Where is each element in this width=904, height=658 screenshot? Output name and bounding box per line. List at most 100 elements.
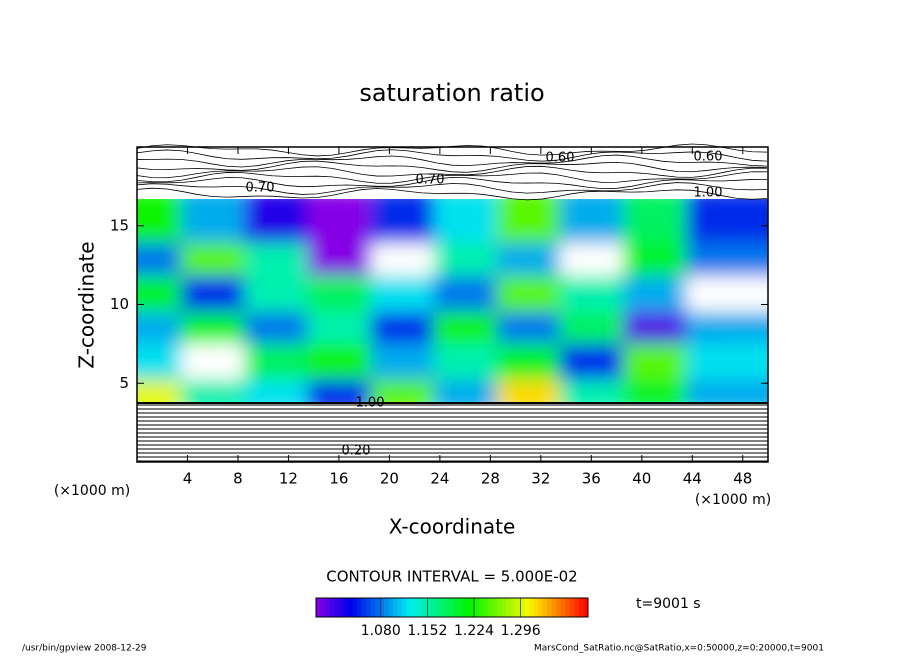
colorbar-swatch [533, 598, 539, 617]
contour-line [136, 149, 768, 162]
colorbar-swatch [316, 598, 322, 617]
colorbar-swatch [470, 598, 476, 617]
colorbar-frame [315, 597, 589, 618]
colorbar-swatch [547, 598, 553, 617]
field [137, 199, 768, 403]
colorbar-swatch [510, 598, 516, 617]
colorbar-swatch [433, 598, 439, 617]
contour-line [136, 187, 768, 201]
x-tick-label: 20 [380, 470, 399, 488]
x-tick-label: 8 [233, 470, 243, 488]
colorbar: 1.080 1.152 1.224 1.296 [315, 597, 589, 639]
colorbar-swatch [352, 598, 358, 617]
colorbar-swatch [520, 598, 526, 617]
colorbar-swatch [429, 598, 435, 617]
y-tick-label: 10 [110, 295, 129, 313]
colorbar-swatch [538, 598, 544, 617]
contour-line [136, 154, 768, 168]
colorbar-swatch [361, 598, 367, 617]
footer-right: MarsCond_SatRatio.nc@SatRatio,x=0:50000,… [534, 644, 824, 654]
colorbar-swatch [393, 598, 399, 617]
colorbar-swatch [406, 598, 412, 617]
contour-line [136, 182, 768, 195]
contour-line [136, 160, 768, 173]
time-label: t=9001 s [636, 596, 701, 612]
colorbar-swatch [397, 598, 403, 617]
contour-line [136, 176, 768, 189]
colorbar-swatch [338, 598, 344, 617]
contour-label: 1.00 [356, 396, 385, 411]
colorbar-swatch [565, 598, 571, 617]
colorbar-swatch [542, 598, 548, 617]
colorbar-swatch [343, 598, 349, 617]
colorbar-swatch [325, 598, 331, 617]
colorbar-swatch [438, 598, 444, 617]
colorbar-swatch [356, 598, 362, 617]
x-unit: (×1000 m) [695, 492, 771, 508]
y-axis-label: Z-coordinate [75, 241, 99, 368]
colorbar-swatch [347, 598, 353, 617]
colorbar-swatch [320, 598, 326, 617]
colorbar-swatch [411, 598, 417, 617]
colorbar-swatch [488, 598, 494, 617]
colorbar-swatch [415, 598, 421, 617]
x-tick-label: 44 [683, 470, 702, 488]
colorbar-swatch [370, 598, 376, 617]
colorbar-swatch [551, 598, 557, 617]
y-tick-label: 15 [110, 216, 129, 234]
x-tick-label: 28 [481, 470, 500, 488]
contour-label: 0.60 [694, 150, 723, 165]
colorbar-swatch [556, 598, 562, 617]
colorbar-swatch [465, 598, 471, 617]
colorbar-swatch [497, 598, 503, 617]
contour-line [136, 165, 768, 179]
colorbar-swatch [388, 598, 394, 617]
colorbar-swatch [578, 598, 584, 617]
x-tick-label: 36 [582, 470, 601, 488]
colorbar-swatch [447, 598, 453, 617]
colorbar-tick-label: 1.296 [501, 623, 541, 639]
colorbar-tick-label: 1.152 [407, 623, 447, 639]
colorbar-swatch [334, 598, 340, 617]
colorbar-swatch [529, 598, 535, 617]
footer-left: /usr/bin/gpview 2008-12-29 [22, 644, 147, 654]
colorbar-swatch [524, 598, 530, 617]
colorbar-swatch [456, 598, 462, 617]
colorbar-swatch [560, 598, 566, 617]
x-tick-label: 48 [733, 470, 752, 488]
contour-line [136, 171, 768, 184]
colorbar-swatch [506, 598, 512, 617]
contour-label: 0.70 [246, 181, 275, 196]
colorbar-swatch [474, 598, 480, 617]
colorbar-swatch [379, 598, 385, 617]
field-cells [137, 199, 768, 403]
y-tick-label: 5 [119, 374, 129, 392]
contour-label: 0.20 [342, 444, 371, 459]
colorbar-swatch [583, 598, 589, 617]
colorbar-swatch [492, 598, 498, 617]
contour-interval: CONTOUR INTERVAL = 5.000E-02 [326, 568, 577, 586]
colorbar-swatch [442, 598, 448, 617]
colorbar-swatch [420, 598, 426, 617]
colorbar-swatch [461, 598, 467, 617]
colorbar-swatch [374, 598, 380, 617]
colorbar-swatch [501, 598, 507, 617]
contour-lines: 0.60 0.70 1.00 0.70 0.60 1.00 0.20 [136, 143, 768, 462]
y-unit: (×1000 m) [54, 483, 130, 499]
colorbar-swatch [515, 598, 521, 617]
colorbar-swatch [402, 598, 408, 617]
x-tick-label: 4 [183, 470, 193, 488]
x-tick-label: 32 [531, 470, 550, 488]
colorbar-swatch [574, 598, 580, 617]
contour-label: 0.60 [546, 151, 575, 166]
colorbar-tick-label: 1.224 [454, 623, 494, 639]
colorbar-swatch [365, 598, 371, 617]
colorbar-swatch [569, 598, 575, 617]
x-tick-label: 12 [279, 470, 298, 488]
field-cell [685, 199, 768, 243]
x-tick-label: 40 [632, 470, 651, 488]
colorbar-swatch [452, 598, 458, 617]
x-tick-label: 24 [430, 470, 449, 488]
colorbar-swatch [329, 598, 335, 617]
